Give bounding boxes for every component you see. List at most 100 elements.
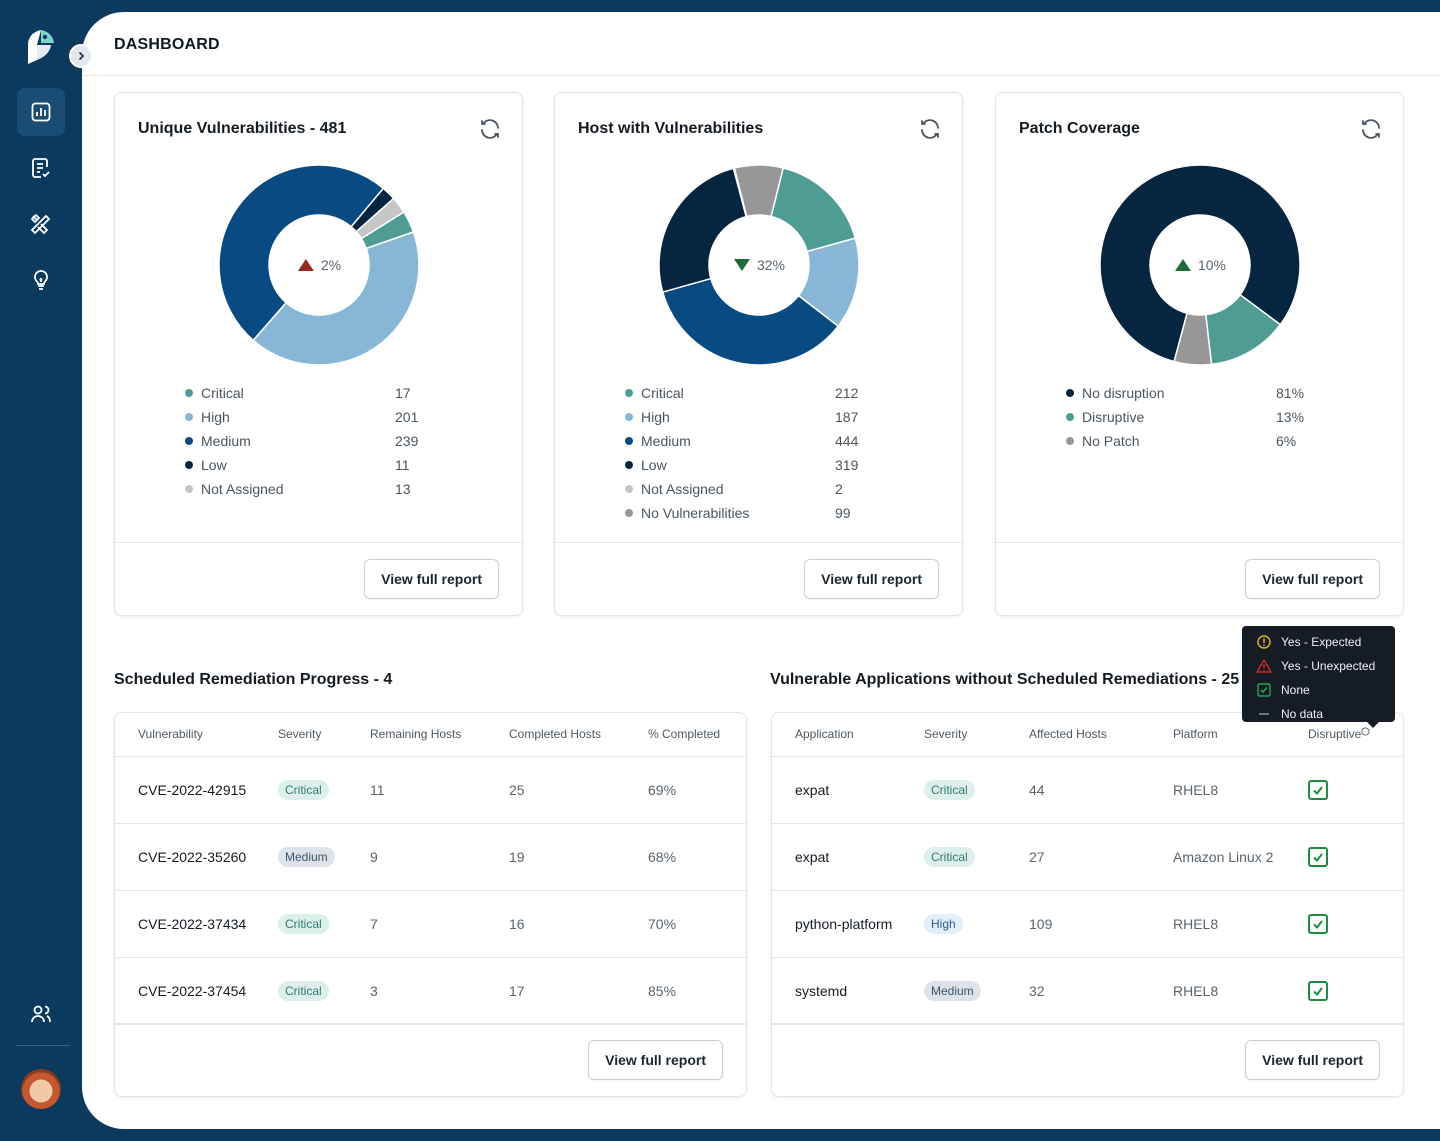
page-title: DASHBOARD [114,36,220,53]
col-completed-hosts[interactable]: Completed Hosts [486,713,625,757]
warning-circle-icon [1256,634,1272,650]
donut-slice-no-patch[interactable] [1173,312,1213,366]
col-remaining-hosts[interactable]: Remaining Hosts [347,713,486,757]
legend-value: 99 [835,505,851,521]
refresh-icon[interactable] [478,117,502,141]
donut-slice-medium[interactable] [661,277,840,366]
tooltip-label: Yes - Unexpected [1281,659,1376,673]
donut-center-value: 10% [1174,257,1226,273]
col-vulnerability[interactable]: Vulnerability [115,713,255,757]
col-severity[interactable]: Severity [901,713,1006,757]
donut-slice-low[interactable] [658,167,748,294]
table-row[interactable]: CVE-2022-37454 Critical 3 17 85% [115,957,746,1025]
legend-item[interactable]: Critical 17 [185,381,455,405]
cell-vulnerability[interactable]: CVE-2022-35260 [115,823,255,891]
check-box-icon [1308,779,1328,800]
card-footer: View full report [115,542,522,615]
severity-badge: Critical [278,913,329,934]
logo-icon[interactable] [24,28,58,66]
severity-badge: High [924,913,963,934]
center-percent: 10% [1197,257,1227,273]
legend-item[interactable]: Low 319 [625,453,895,477]
dash-icon [1256,706,1272,722]
donut-slice-critical[interactable] [770,167,857,253]
donut-slice-no-vulnerabilities[interactable] [733,164,785,218]
legend-item[interactable]: Disruptive 13% [1066,405,1336,429]
donut-slice-medium[interactable] [218,164,385,342]
cell-vulnerability[interactable]: CVE-2022-37454 [115,957,255,1025]
donut-slice-no-disruption[interactable] [1099,164,1301,363]
table-row[interactable]: CVE-2022-37434 Critical 7 16 70% [115,890,746,958]
cell-vulnerability[interactable]: CVE-2022-37434 [115,890,255,958]
legend-item[interactable]: Medium 444 [625,429,895,453]
donut-slice-not-assigned[interactable] [355,197,405,240]
legend-item[interactable]: Medium 239 [185,429,455,453]
remediation-table-header: Vulnerability Severity Remaining Hosts C… [115,713,746,757]
cell-application[interactable]: expat [772,756,901,824]
cell-application[interactable]: systemd [772,957,901,1025]
legend-dot [625,461,633,469]
check-box-icon [1308,980,1328,1001]
refresh-icon[interactable] [1359,117,1383,141]
checklist-icon [32,158,50,178]
view-full-report-button[interactable]: View full report [804,559,939,599]
nav-tools[interactable] [17,200,65,248]
legend-item[interactable]: Not Assigned 2 [625,477,895,501]
cell-application[interactable]: expat [772,823,901,891]
sidebar-toggle-button[interactable] [69,44,93,68]
legend-item[interactable]: Not Assigned 13 [185,477,455,501]
view-full-report-button[interactable]: View full report [364,559,499,599]
legend-label: Low [641,457,667,473]
avatar[interactable] [21,1069,61,1109]
donut-slice-high[interactable] [252,231,420,366]
severity-badge: Medium [924,980,981,1001]
disruptive-legend-tooltip: Yes - Expected Yes - Unexpected None No … [1242,626,1395,728]
donut-center-value: 2% [297,257,341,273]
check-box-icon [1256,682,1272,698]
legend-item[interactable]: High 187 [625,405,895,429]
cell-platform: RHEL8 [1150,890,1285,958]
applications-table-header: Application Severity Affected Hosts Plat… [772,713,1403,757]
legend-label: Critical [641,385,684,401]
nav-checklist[interactable] [17,144,65,192]
nav-users[interactable] [17,990,65,1038]
nav-insights[interactable] [17,256,65,304]
card-footer: View full report [555,542,962,615]
view-full-report-button[interactable]: View full report [588,1040,723,1080]
cell-application[interactable]: python-platform [772,890,901,958]
legend-value: 2 [835,481,843,497]
legend-dot [185,461,193,469]
legend-value: 6% [1276,433,1297,449]
table-row[interactable]: systemd Medium 32 RHEL8 [772,957,1403,1025]
table-row[interactable]: python-platform High 109 RHEL8 [772,890,1403,958]
legend-label: Not Assigned [641,481,724,497]
nav-dashboard[interactable] [17,88,65,136]
col-percent-completed[interactable]: % Completed [625,713,746,757]
view-full-report-button[interactable]: View full report [1245,1040,1380,1080]
info-icon[interactable] [1361,727,1370,736]
cell-percent-completed: 69% [625,756,746,824]
legend-item[interactable]: No Patch 6% [1066,429,1336,453]
legend-dot [625,509,633,517]
cell-vulnerability[interactable]: CVE-2022-42915 [115,756,255,824]
legend-label: High [201,409,230,425]
legend-item[interactable]: No Vulnerabilities 99 [625,501,895,525]
center-percent: 32% [756,257,786,273]
remediation-title: Scheduled Remediation Progress - 4 [114,671,393,688]
view-full-report-button[interactable]: View full report [1245,559,1380,599]
legend-label: No Patch [1082,433,1140,449]
legend-item[interactable]: No disruption 81% [1066,381,1336,405]
table-row[interactable]: expat Critical 27 Amazon Linux 2 [772,823,1403,891]
legend-item[interactable]: Critical 212 [625,381,895,405]
table-row[interactable]: CVE-2022-35260 Medium 9 19 68% [115,823,746,891]
col-severity[interactable]: Severity [255,713,347,757]
legend-item[interactable]: High 201 [185,405,455,429]
legend-item[interactable]: Low 11 [185,453,455,477]
col-application[interactable]: Application [772,713,901,757]
col-affected-hosts[interactable]: Affected Hosts [1006,713,1150,757]
table-row[interactable]: expat Critical 44 RHEL8 [772,756,1403,824]
table-row[interactable]: CVE-2022-42915 Critical 11 25 69% [115,756,746,824]
legend-value: 444 [835,433,859,449]
cell-remaining-hosts: 3 [347,957,486,1025]
refresh-icon[interactable] [918,117,942,141]
